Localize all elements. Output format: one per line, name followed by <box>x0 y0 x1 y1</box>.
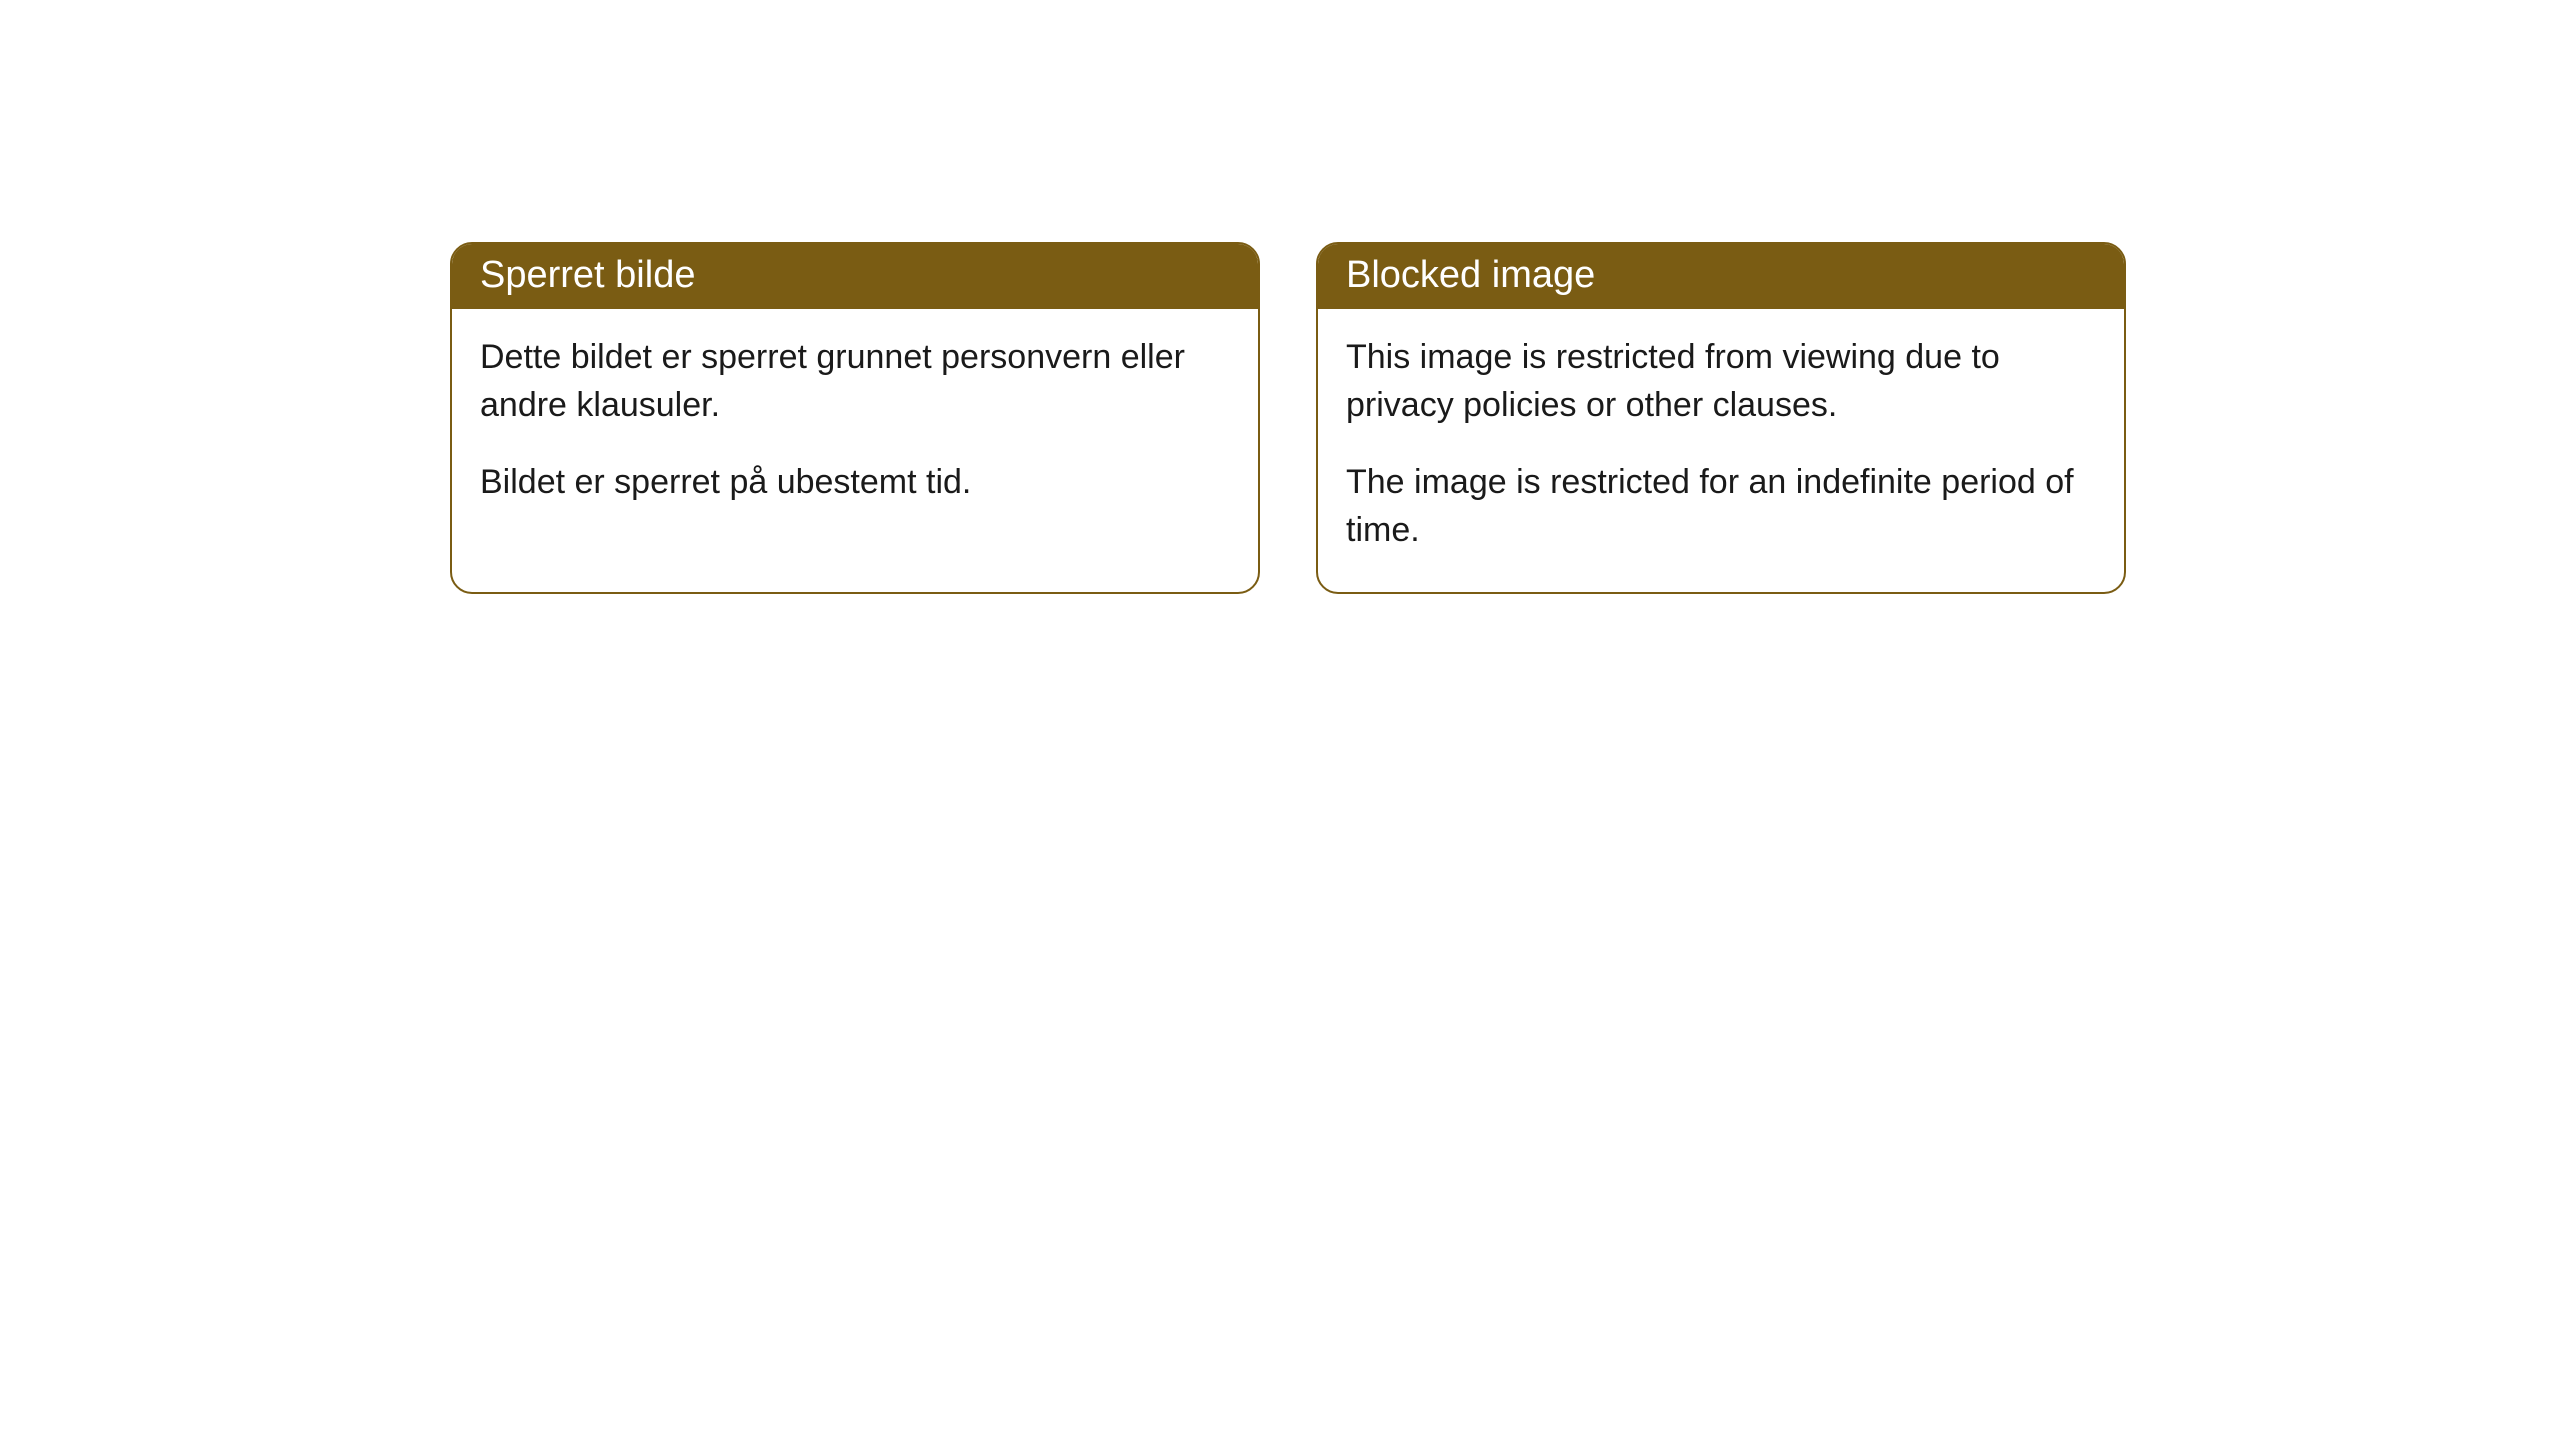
card-paragraph: The image is restricted for an indefinit… <box>1346 458 2096 555</box>
notice-cards-container: Sperret bilde Dette bildet er sperret gr… <box>450 242 2126 594</box>
card-title: Sperret bilde <box>480 254 695 296</box>
card-header-norwegian: Sperret bilde <box>452 244 1258 309</box>
card-body-english: This image is restricted from viewing du… <box>1318 309 2124 592</box>
notice-card-norwegian: Sperret bilde Dette bildet er sperret gr… <box>450 242 1260 594</box>
card-title: Blocked image <box>1346 254 1595 296</box>
card-paragraph: This image is restricted from viewing du… <box>1346 333 2096 430</box>
card-header-english: Blocked image <box>1318 244 2124 309</box>
notice-card-english: Blocked image This image is restricted f… <box>1316 242 2126 594</box>
card-body-norwegian: Dette bildet er sperret grunnet personve… <box>452 309 1258 544</box>
card-paragraph: Bildet er sperret på ubestemt tid. <box>480 458 1230 506</box>
card-paragraph: Dette bildet er sperret grunnet personve… <box>480 333 1230 430</box>
